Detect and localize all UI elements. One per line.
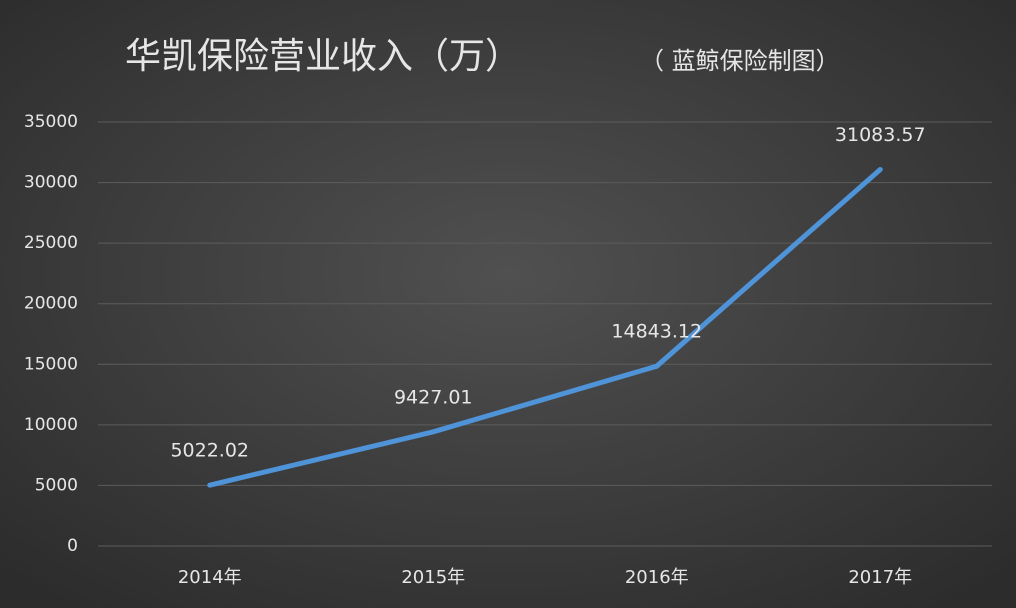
y-tick-label: 0	[67, 536, 78, 556]
x-tick-label: 2016年	[625, 567, 689, 588]
x-tick-label: 2017年	[848, 567, 912, 588]
y-tick-label: 35000	[24, 112, 78, 132]
chart-title: 华凯保险营业收入（万）	[125, 36, 521, 77]
data-label: 14843.12	[611, 321, 702, 343]
data-label: 31083.57	[835, 124, 926, 146]
y-tick-label: 25000	[24, 233, 78, 253]
chart-subtitle: （ 蓝鲸保险制图）	[640, 47, 840, 75]
data-line	[207, 166, 883, 488]
y-tick-label: 15000	[24, 354, 78, 374]
data-label: 9427.01	[394, 386, 473, 408]
y-tick-label: 30000	[24, 173, 78, 193]
y-tick-label: 20000	[24, 294, 78, 314]
x-tick-label: 2014年	[178, 567, 242, 588]
y-tick-label: 10000	[24, 415, 78, 435]
y-tick-label: 5000	[35, 475, 78, 495]
data-label: 5022.02	[170, 440, 249, 462]
x-tick-label: 2015年	[401, 567, 465, 588]
